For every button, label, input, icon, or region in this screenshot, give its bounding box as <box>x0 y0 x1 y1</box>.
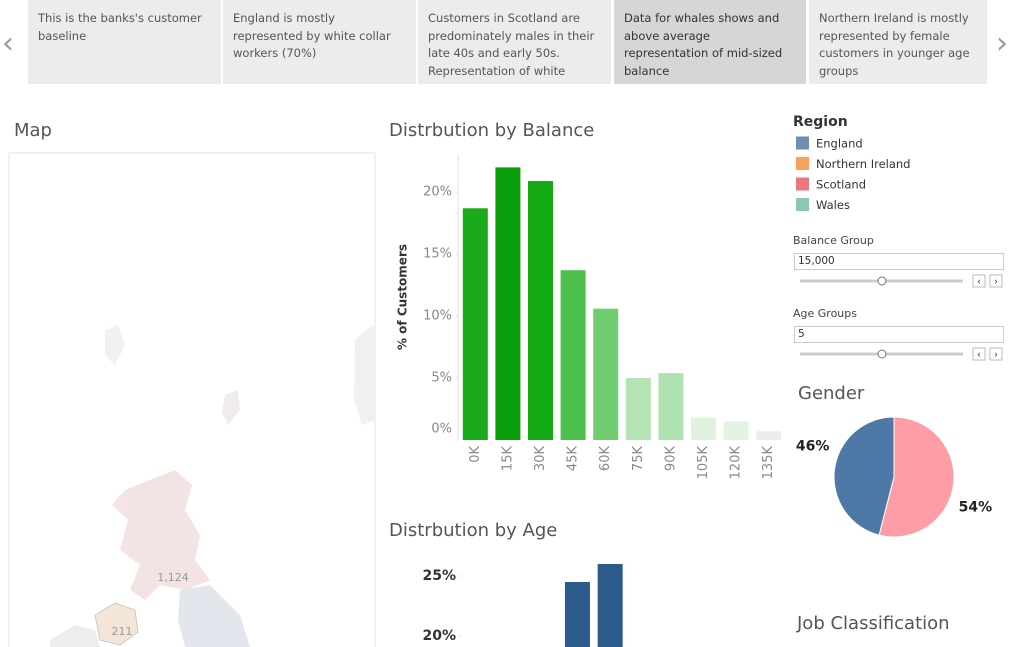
y-tick-label: 20% <box>422 628 456 644</box>
chart-title: Job Classification <box>796 613 950 634</box>
y-axis-label: % of Customers <box>396 244 410 350</box>
bar <box>593 308 619 440</box>
y-tick-label: 15% <box>423 247 452 262</box>
filter-input[interactable]: 15,000 <box>794 253 1004 270</box>
chart-title: Distrbution by Balance <box>389 120 594 141</box>
bar <box>564 582 590 647</box>
bar <box>691 417 716 440</box>
bar <box>625 378 651 440</box>
x-tick-label: 45K <box>566 446 581 472</box>
svg-text:›: › <box>994 350 998 361</box>
pie-slice <box>878 416 955 538</box>
story-point[interactable]: England is mostly represented by white c… <box>223 0 416 84</box>
legend-swatch <box>796 177 809 191</box>
story-point[interactable]: Customers in Scotland are predominately … <box>418 0 611 84</box>
bar <box>560 270 586 440</box>
x-tick-label: 15K <box>500 446 515 472</box>
svg-text:‹: ‹ <box>977 277 981 288</box>
svg-text:›: › <box>994 277 998 288</box>
next-arrow[interactable]: › <box>996 26 1008 61</box>
x-tick-label: 90K <box>663 446 678 472</box>
map-label: 211 <box>112 625 133 638</box>
bar <box>723 421 749 440</box>
bar <box>528 181 553 441</box>
legend-title: Region <box>793 114 848 130</box>
legend-swatch <box>796 136 809 150</box>
bar <box>658 373 684 440</box>
story-point[interactable]: Northern Ireland is mostly represented b… <box>809 0 987 84</box>
x-tick-label: 0K <box>468 446 483 463</box>
filter-input[interactable]: 5 <box>794 326 1004 343</box>
bar <box>597 564 623 647</box>
x-tick-label: 120K <box>729 446 744 480</box>
map-shapes <box>50 325 375 647</box>
y-tick-label: 5% <box>431 371 452 386</box>
x-tick-label: 30K <box>533 446 548 472</box>
x-tick-label: 105K <box>696 446 711 480</box>
x-tick-label: 135K <box>761 446 776 480</box>
legend-swatch <box>796 198 809 211</box>
y-tick-label: 0% <box>431 422 452 437</box>
x-tick-label: 60K <box>598 446 613 472</box>
filter-label: Age Groups <box>793 307 857 320</box>
legend-label: Wales <box>816 198 850 212</box>
map-title: Map <box>14 120 52 141</box>
map-label: 1,124 <box>157 571 189 584</box>
svg-text:‹: ‹ <box>977 350 981 361</box>
y-tick-label: 10% <box>423 309 452 324</box>
prev-arrow[interactable]: ‹ <box>2 26 14 61</box>
y-tick-label: 20% <box>423 185 452 200</box>
y-tick-label: 25% <box>422 568 456 584</box>
legend-swatch <box>796 157 809 170</box>
slider[interactable]: ‹ › <box>800 274 1003 288</box>
bar <box>462 208 488 440</box>
story-point[interactable]: This is the banks's customer baseline <box>28 0 221 84</box>
legend-label: Scotland <box>816 178 866 192</box>
bar <box>756 431 782 440</box>
x-tick-label: 75K <box>631 446 646 472</box>
legend-label: Northern Ireland <box>816 157 910 171</box>
chart-title: Distrbution by Age <box>389 520 557 541</box>
data-label: 54% <box>959 499 993 515</box>
slider[interactable]: ‹ › <box>800 347 1003 361</box>
legend-label: England <box>816 137 863 151</box>
data-label: 46% <box>796 439 830 455</box>
chart-title: Gender <box>798 383 865 404</box>
story-point[interactable]: Data for whales shows and above average … <box>614 0 806 84</box>
filter-label: Balance Group <box>793 234 874 247</box>
bar <box>495 167 521 441</box>
pie-slice <box>833 416 895 536</box>
